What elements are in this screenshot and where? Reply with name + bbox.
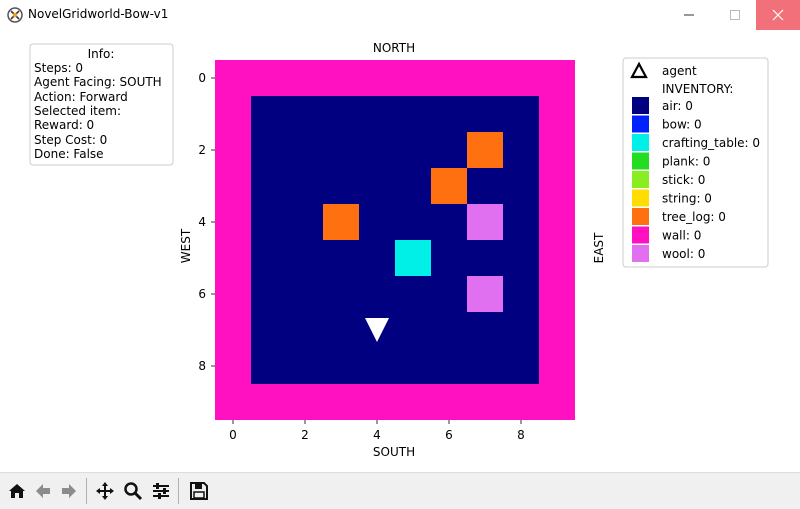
tree-log-cell (323, 204, 359, 240)
legend-swatch (632, 245, 649, 262)
legend-inventory-header: INVENTORY: (662, 82, 733, 96)
legend-swatch (632, 208, 649, 225)
info-header: Info: (88, 47, 115, 61)
pan-button[interactable] (94, 478, 116, 504)
close-button[interactable] (756, 0, 800, 30)
y-tick-label: 8 (198, 359, 206, 373)
home-icon (9, 484, 25, 498)
y-tick-label: 4 (198, 215, 206, 229)
legend-swatch (632, 115, 649, 133)
legend-item-label: bow: 0 (662, 118, 702, 132)
y-tick-label: 6 (198, 287, 206, 301)
grid-map (211, 60, 575, 424)
zoom-button[interactable] (122, 478, 144, 504)
title-bar: NovelGridworld-Bow-v1 (0, 0, 800, 30)
window-title: NovelGridworld-Bow-v1 (28, 7, 169, 21)
legend-item-label: plank: 0 (662, 155, 710, 169)
toolbar-separator (178, 478, 179, 504)
y-tick-label: 0 (198, 71, 206, 85)
info-line-stepcost: Step Cost: 0 (34, 133, 107, 147)
legend-items: air: 0 bow: 0 crafting_table: 0 plank: 0 sti… (632, 97, 760, 262)
y-tick-label: 2 (198, 143, 206, 157)
x-tick-label: 8 (517, 428, 525, 442)
legend-swatch (632, 226, 649, 244)
wool-cell (467, 204, 503, 240)
legend-agent-label: agent (662, 64, 697, 78)
pan-icon (96, 482, 114, 500)
legend-item-label: wall: 0 (662, 229, 701, 243)
toolbar-separator (86, 478, 87, 504)
legend-swatch (632, 152, 649, 170)
y-axis-label-west: WEST (179, 228, 193, 263)
sliders-icon (153, 483, 169, 499)
x-axis: 0 2 4 6 8 (229, 428, 525, 442)
maximize-icon (730, 10, 740, 20)
right-label-east: EAST (592, 232, 606, 263)
y-axis: 0 2 4 6 8 (198, 71, 206, 373)
legend-item-label: tree_log: 0 (662, 210, 726, 224)
agent-marker (365, 318, 389, 342)
legend-item-label: wool: 0 (662, 247, 705, 261)
info-line-selected: Selected item: (34, 104, 121, 118)
x-tick-label: 2 (301, 428, 309, 442)
configure-subplots-button[interactable] (150, 478, 172, 504)
info-line-reward: Reward: 0 (34, 118, 94, 132)
agent-triangle-icon (630, 61, 648, 79)
info-line-action: Action: Forward (34, 90, 128, 104)
legend-item-label: air: 0 (662, 99, 693, 113)
save-button[interactable] (188, 478, 210, 504)
minimize-icon (684, 14, 694, 16)
legend: agent INVENTORY: air: 0 bow: 0 crafting_ta… (622, 57, 769, 268)
close-icon (772, 9, 784, 21)
tree-log-cell (431, 168, 467, 204)
maximize-button[interactable] (712, 0, 758, 30)
navigation-toolbar (0, 472, 800, 509)
tree-log-cell (467, 132, 503, 168)
legend-swatch (632, 171, 649, 188)
wool-cell (467, 276, 503, 312)
crafting-table-cell (395, 240, 431, 276)
info-line-facing: Agent Facing: SOUTH (34, 75, 162, 89)
x-tick-label: 6 (445, 428, 453, 442)
info-line-done: Done: False (34, 147, 104, 161)
x-tick-label: 4 (373, 428, 381, 442)
x-tick-label: 0 (229, 428, 237, 442)
legend-swatch (632, 97, 649, 114)
minimize-button[interactable] (666, 0, 712, 30)
zoom-icon (124, 482, 143, 501)
legend-swatch (632, 189, 649, 207)
forward-arrow-icon (62, 484, 76, 498)
back-arrow-icon (36, 484, 50, 498)
forward-button[interactable] (58, 478, 80, 504)
legend-swatch (632, 134, 649, 151)
app-icon (7, 7, 23, 23)
back-button[interactable] (32, 478, 54, 504)
info-line-steps: Steps: 0 (34, 61, 83, 75)
save-icon (190, 482, 208, 500)
figure-svg: Info: Steps: 0 Agent Facing: SOUTH Actio… (29, 41, 769, 459)
figure-canvas: Info: Steps: 0 Agent Facing: SOUTH Actio… (0, 30, 800, 472)
legend-item-label: stick: 0 (662, 173, 705, 187)
x-axis-label-south: SOUTH (373, 445, 415, 459)
plot-title-north: NORTH (373, 41, 415, 55)
legend-item-label: crafting_table: 0 (662, 136, 760, 150)
legend-item-label: string: 0 (662, 192, 712, 206)
info-box: Info: Steps: 0 Agent Facing: SOUTH Actio… (29, 43, 174, 166)
home-button[interactable] (6, 478, 28, 504)
